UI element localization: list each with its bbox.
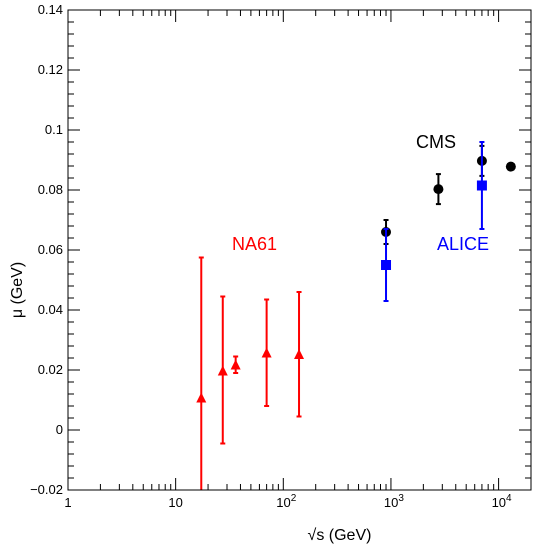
y-tick-label: 0.12 (38, 62, 63, 77)
y-tick-label: 0.02 (38, 362, 63, 377)
legend-alice: ALICE (437, 234, 489, 254)
data-point-triangle (261, 347, 272, 358)
data-point-square (476, 180, 487, 191)
data-point-triangle (196, 392, 207, 403)
y-axis-label: μ (GeV) (9, 262, 26, 318)
data-point-circle (505, 161, 516, 172)
data-marks (196, 141, 516, 490)
legend-na61: NA61 (232, 234, 277, 254)
y-tick-label: 0.14 (38, 2, 63, 17)
x-tick-label: 104 (492, 493, 512, 510)
legend-cms: CMS (416, 132, 456, 152)
data-point-square (381, 260, 392, 270)
x-axis-label: √s (GeV) (308, 527, 372, 544)
x-tick-exponent: 3 (398, 493, 404, 504)
x-tick-exponent: 2 (291, 493, 297, 504)
data-point-circle (433, 184, 444, 195)
data-point-triangle (294, 349, 305, 359)
x-tick-label: 102 (276, 493, 296, 510)
data-point-triangle (230, 359, 241, 370)
y-tick-label: −0.02 (30, 482, 63, 497)
data-point-triangle (217, 365, 228, 376)
tick-labels: 1 10 102 103 104 −0.02 0 0.02 0.04 0.06 0.08 0.1 0.1… (30, 2, 512, 510)
x-tick-label: 1 (64, 495, 71, 510)
y-tick-label: 0.04 (38, 302, 63, 317)
plot-frame (67, 9, 532, 491)
y-tick-label: 0.08 (38, 182, 63, 197)
y-tick-label: 0.1 (45, 122, 63, 137)
x-tick-label: 10 (168, 495, 182, 510)
y-tick-label: 0 (56, 422, 63, 437)
y-tick-label: 0.06 (38, 242, 63, 257)
x-tick-label: 103 (384, 493, 404, 510)
x-tick-exponent: 4 (506, 493, 512, 504)
